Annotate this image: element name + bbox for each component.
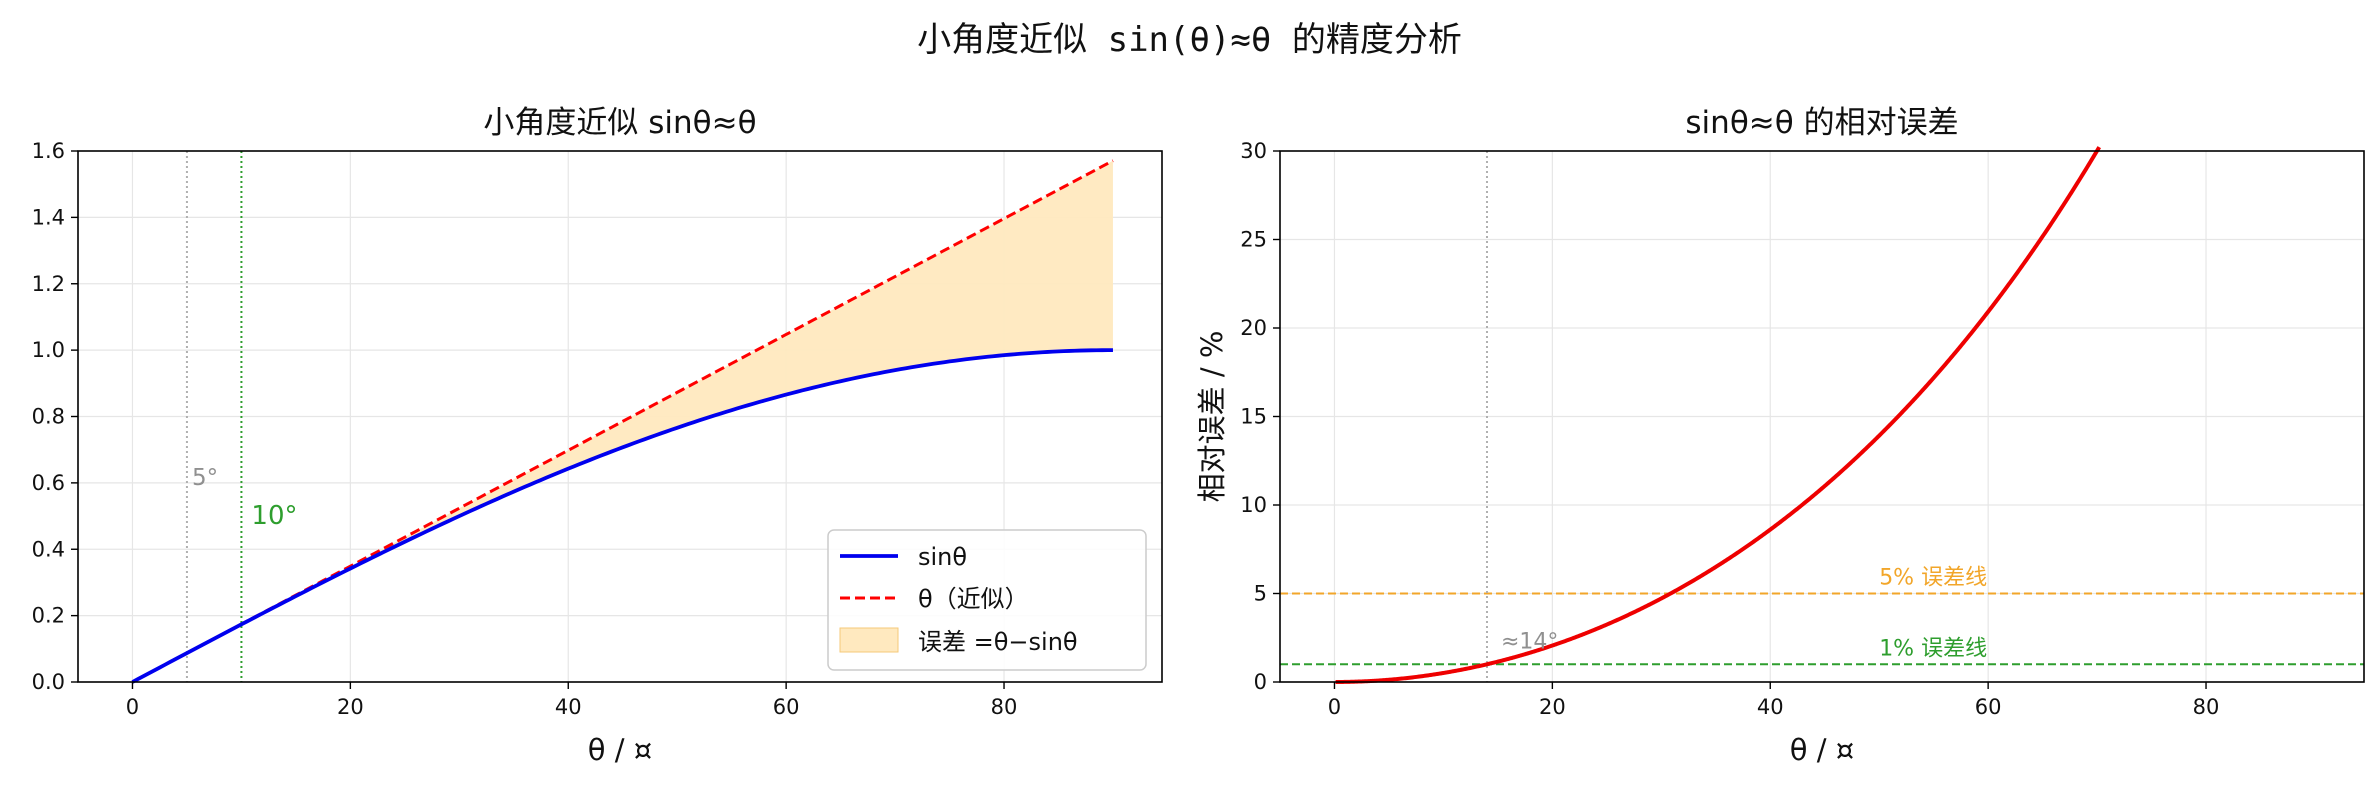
r-ytick-label-10: 10	[1240, 493, 1267, 517]
right-panel: 0 20 40 60 80 0 5 10 15 20 25 30 5% 误差线 1% 误差线 ≈14…	[1195, 105, 2365, 767]
r-xtick-label-0: 0	[1328, 695, 1341, 719]
right-label-1pct: 1% 误差线	[1879, 636, 1987, 661]
r-xtick-label-60: 60	[1975, 695, 2002, 719]
left-y-ticks: 0.0 0.2 0.4 0.6 0.8 1.0 1.2 1.4 1.6	[32, 139, 78, 694]
l-ytick-label-0: 0.0	[32, 670, 65, 694]
l-ytick-label-0.6: 0.6	[32, 471, 65, 495]
left-legend: sinθ θ（近似） 误差 =θ−sinθ	[827, 529, 1147, 671]
l-xtick-label-80: 80	[991, 695, 1018, 719]
r-xtick-label-80: 80	[2193, 695, 2220, 719]
legend-box	[827, 529, 1147, 671]
l-ytick-label-0.4: 0.4	[32, 537, 65, 561]
r-xtick-label-40: 40	[1757, 695, 1784, 719]
r-ytick-label-5: 5	[1254, 582, 1267, 606]
right-relative-error-curve	[1335, 146, 2101, 684]
l-ytick-label-1.4: 1.4	[32, 205, 65, 229]
left-sin-line	[131, 348, 1113, 684]
left-x-ticks: 0 20 40 60 80	[126, 682, 1018, 719]
left-panel: 0 20 40 60 80 0.0 0.2 0.4 0.6 0.8 1.0 1.2 1.4 1.6 5°…	[32, 105, 1163, 767]
l-ytick-label-0.2: 0.2	[32, 604, 65, 628]
legend-swatch-error	[839, 627, 899, 653]
legend-label-theta: θ（近似）	[918, 585, 1029, 613]
legend-label-error: 误差 =θ−sinθ	[918, 628, 1078, 656]
r-ytick-label-15: 15	[1240, 405, 1267, 429]
legend-label-sin: sinθ	[918, 543, 967, 571]
left-annotation-10deg: 10°	[251, 501, 297, 531]
r-ytick-label-30: 30	[1240, 139, 1267, 163]
right-x-axis-label: θ / ¤	[1790, 733, 1854, 767]
r-ytick-label-25: 25	[1240, 228, 1267, 252]
l-ytick-label-1.2: 1.2	[32, 272, 65, 296]
l-xtick-label-60: 60	[773, 695, 800, 719]
l-xtick-label-0: 0	[126, 695, 139, 719]
right-chart-title: sinθ≈θ 的相对误差	[1685, 105, 1958, 141]
l-ytick-label-1: 1.0	[32, 338, 65, 362]
right-grid	[1280, 150, 2364, 683]
left-annotation-5deg: 5°	[192, 465, 218, 491]
r-ytick-label-0: 0	[1254, 670, 1267, 694]
l-xtick-label-40: 40	[555, 695, 582, 719]
right-label-5pct: 5% 误差线	[1879, 566, 1987, 591]
right-x-ticks: 0 20 40 60 80	[1328, 682, 2220, 719]
right-y-axis-label: 相对误差 / %	[1195, 331, 1229, 503]
r-ytick-label-20: 20	[1240, 316, 1267, 340]
left-x-axis-label: θ / ¤	[588, 733, 652, 767]
l-xtick-label-20: 20	[337, 695, 364, 719]
right-y-ticks: 0 5 10 15 20 25 30	[1240, 139, 1280, 694]
figure-suptitle: 小角度近似 sin(θ)≈θ 的精度分析	[917, 20, 1462, 60]
l-ytick-label-0.8: 0.8	[32, 405, 65, 429]
l-ytick-label-1.6: 1.6	[32, 139, 65, 163]
right-annotation-14deg: ≈14°	[1501, 629, 1558, 654]
left-chart-title: 小角度近似 sinθ≈θ	[483, 105, 756, 141]
r-xtick-label-20: 20	[1539, 695, 1566, 719]
